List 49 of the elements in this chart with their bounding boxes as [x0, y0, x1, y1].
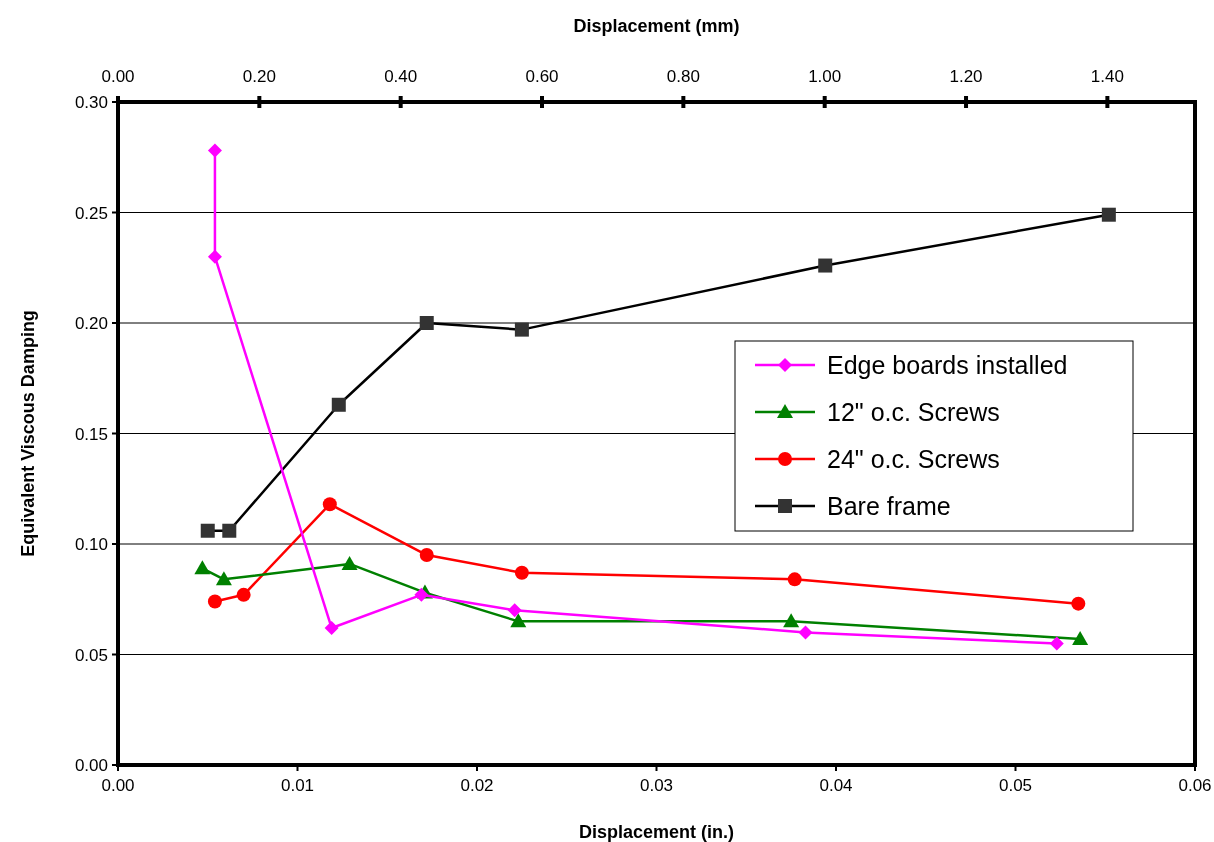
legend-label: Bare frame: [827, 492, 951, 520]
x2-tick-label: 0.20: [242, 67, 276, 86]
y-tick-label: 0.25: [74, 203, 108, 223]
point: [1072, 631, 1089, 646]
x2-tick-label: 1.20: [949, 67, 983, 86]
y-tick-label: 0.20: [74, 314, 108, 333]
y-tick-label: 0.30: [74, 93, 108, 112]
y-tick-label: 0.05: [74, 645, 108, 665]
x-tick-label: 0.03: [639, 776, 674, 795]
point: [419, 548, 434, 563]
point: [215, 571, 232, 586]
x2-tick-label: 0.80: [666, 67, 700, 86]
x2-tick-label: 1.00: [808, 67, 842, 86]
point: [783, 613, 800, 628]
x2-axis-title: Displacement (mm): [573, 16, 740, 36]
legend-label: Edge boards installed: [827, 351, 1068, 379]
x-axis-title: Displacement (in.): [578, 822, 735, 842]
y-axis-title: Equivalent Viscous Damping: [18, 310, 38, 557]
x-tick-label: 0.04: [819, 776, 853, 795]
x-tick-label: 0.02: [460, 776, 494, 795]
legend-label: 12" o.c. Screws: [827, 398, 1000, 426]
point: [414, 587, 429, 602]
point: [1071, 596, 1086, 611]
x-tick-label: 0.06: [1178, 776, 1212, 795]
point: [207, 143, 222, 158]
point: [207, 249, 222, 264]
point: [194, 560, 211, 575]
point: [1049, 636, 1064, 651]
point: [514, 565, 529, 580]
point: [507, 603, 522, 618]
x2-tick-label: 0.40: [384, 67, 418, 86]
point: [236, 587, 251, 602]
point: [798, 625, 813, 640]
point: [510, 613, 527, 628]
y-tick-label: 0.15: [74, 424, 108, 444]
x2-tick-label: 0.60: [525, 67, 559, 86]
x2-tick-label: 0.00: [101, 67, 135, 86]
y-tick-label: 0.10: [74, 535, 108, 554]
point: [787, 572, 802, 587]
point: [341, 555, 358, 570]
point: [324, 620, 339, 635]
x-tick-label: 0.00: [101, 776, 135, 795]
legend-label: 24" o.c. Screws: [827, 445, 1000, 473]
x-tick-label: 0.01: [280, 776, 315, 795]
x-tick-label: 0.05: [998, 776, 1033, 795]
y-tick-label: 0.00: [74, 756, 108, 775]
point: [322, 497, 337, 512]
x2-tick-label: 1.40: [1090, 67, 1124, 86]
point: [207, 594, 222, 609]
